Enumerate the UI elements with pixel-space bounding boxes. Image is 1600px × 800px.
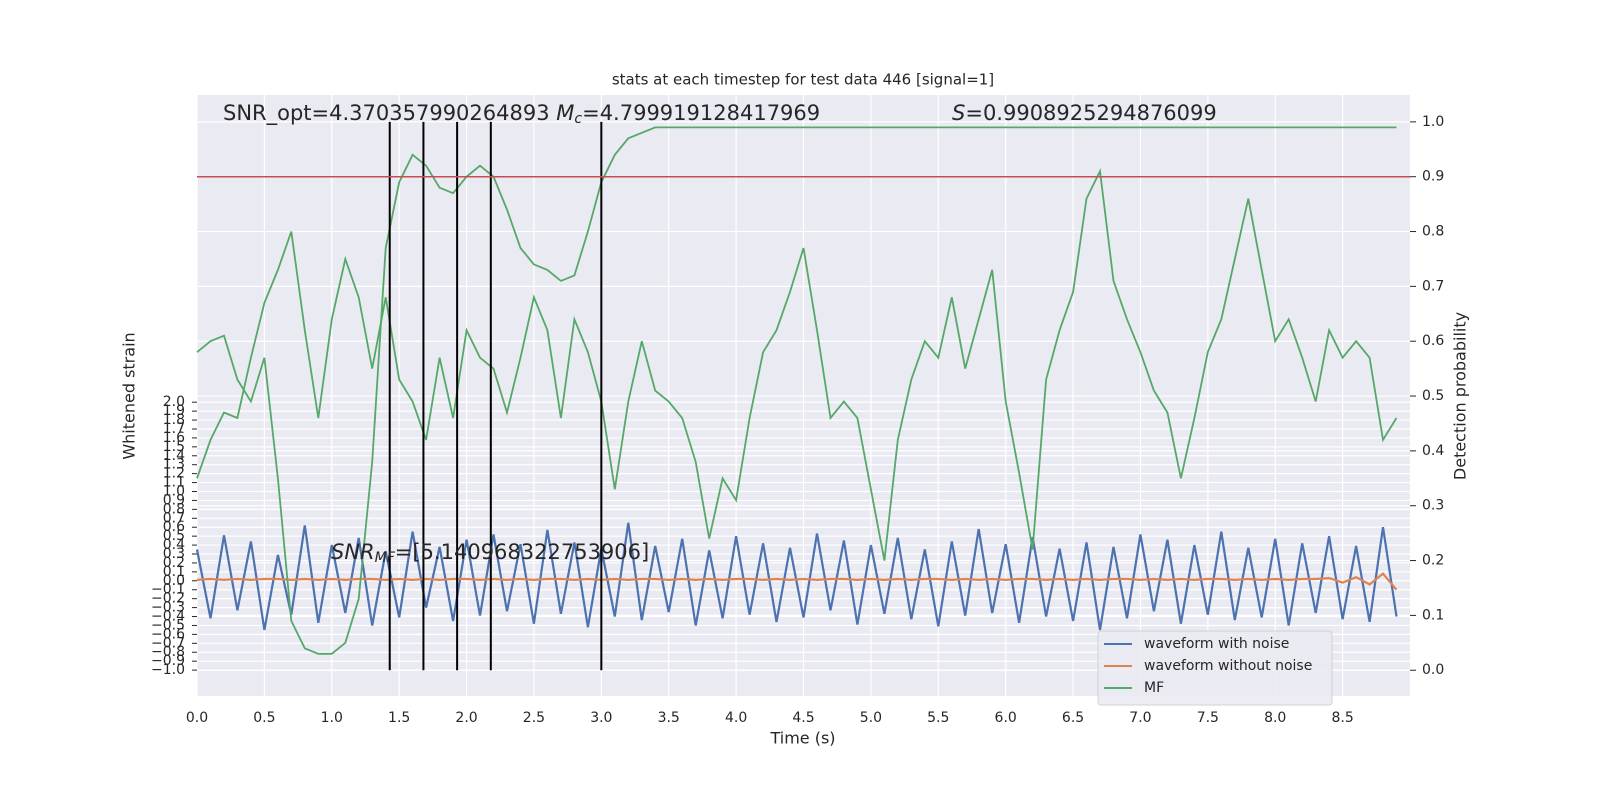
y-axis-label: Whitened strain	[120, 332, 139, 459]
x-tick-label: 6.5	[1062, 710, 1084, 726]
x-tick-label: 5.5	[927, 710, 949, 726]
y-tick-label: 1.1	[163, 475, 185, 491]
annotation-text: M	[556, 101, 574, 125]
annotation-text: =[5.140968322753906]	[395, 540, 649, 564]
x-tick-label: 3.5	[658, 710, 680, 726]
y-tick-label: 0.6	[163, 519, 185, 535]
x-tick-label: 3.0	[590, 710, 612, 726]
x-axis-label: Time (s)	[769, 729, 835, 748]
annotation-text: =4.799919128417969	[582, 101, 820, 125]
legend-box	[1097, 630, 1333, 706]
y-tick-label: 1.6	[163, 430, 185, 446]
y-tick-label: −0.8	[151, 644, 185, 660]
annotation: SNRMF=[5.140968322753906]	[331, 540, 649, 566]
annotation: SNR_opt=4.370357990264893 Mc=4.799919128…	[223, 101, 820, 127]
y-tick-label: 1.0	[163, 483, 185, 499]
y2-tick-label: 0.8	[1422, 224, 1444, 240]
y-tick-label: 0.8	[163, 501, 185, 517]
y-tick-label: −1.0	[151, 662, 185, 678]
y2-axis-label: Detection probability	[1451, 312, 1470, 480]
y-tick-label: −0.1	[151, 582, 185, 598]
x-tick-label: 4.5	[792, 710, 814, 726]
x-tick-label: 8.5	[1331, 710, 1353, 726]
x-tick-label: 4.0	[725, 710, 747, 726]
x-tick-label: 2.0	[455, 710, 477, 726]
y-tick-label: 0.0	[163, 573, 185, 589]
x-tick-label: 6.0	[995, 710, 1017, 726]
x-tick-label: 8.0	[1264, 710, 1286, 726]
annotation-text: SNR	[331, 540, 375, 564]
x-tick-label: 1.0	[321, 710, 343, 726]
y2-tick-label: 0.9	[1422, 169, 1444, 185]
annotation-text: S	[952, 101, 965, 125]
y-tick-label: 1.4	[163, 448, 185, 464]
series-line	[196, 168, 1398, 561]
x-tick-label: 0.0	[186, 710, 208, 726]
y-tick-label: −0.5	[151, 617, 185, 633]
y-tick-label: 0.1	[163, 564, 185, 580]
x-tick-label: 7.0	[1129, 710, 1151, 726]
x-tick-label: 5.0	[860, 710, 882, 726]
x-tick-label: 1.5	[388, 710, 410, 726]
y2-tick-label: 0.5	[1422, 388, 1444, 404]
legend: waveform with noise waveform without nois…	[1097, 630, 1333, 706]
y2-tick-label: 0.3	[1422, 498, 1444, 514]
grid: 0.0 0.5 1.0 1.5 2.0 2.5 3.0 3.5 4.0 4.5 5.0 5.5 6.0 6…	[151, 95, 1444, 726]
y-tick-label: −0.6	[151, 626, 185, 642]
annotation-text: c	[574, 111, 582, 127]
y2-tick-label: 0.2	[1422, 553, 1444, 569]
annotation-text: SNR_opt=4.370357990264893	[223, 101, 556, 126]
series-line	[195, 522, 1398, 631]
y-tick-label: 1.5	[163, 439, 185, 455]
y-tick-label: 0.4	[163, 537, 185, 553]
y-tick-label: −0.3	[151, 600, 185, 616]
y-tick-label: 0.3	[163, 546, 185, 562]
legend-label: waveform with noise	[1144, 636, 1289, 652]
y-tick-label: −0.9	[151, 653, 185, 669]
y2-tick-label: 0.4	[1422, 443, 1444, 459]
y2-tick-label: 0.1	[1422, 607, 1444, 623]
x-tick-label: 7.5	[1197, 710, 1219, 726]
y-tick-label: 0.2	[163, 555, 185, 571]
y-tick-label: 2.0	[163, 394, 185, 410]
y-tick-label: −0.4	[151, 609, 185, 625]
y-tick-label: −0.7	[151, 635, 185, 651]
legend-label: waveform without noise	[1144, 658, 1312, 674]
overlay	[197, 121, 1410, 671]
y-tick-label: 1.9	[163, 403, 185, 419]
y2-tick-label: 0.6	[1422, 333, 1444, 349]
y-tick-label: 0.7	[163, 510, 185, 526]
x-tick-label: 0.5	[253, 710, 275, 726]
y-tick-label: 1.2	[163, 466, 185, 482]
annotation: S=0.9908925294876099	[952, 101, 1217, 125]
chart-title: stats at each timestep for test data 446…	[612, 71, 994, 89]
y-tick-label: 1.7	[163, 421, 185, 437]
series-line	[196, 572, 1398, 591]
y-tick-label: 0.9	[163, 492, 185, 508]
y2-tick-label: 0.0	[1422, 662, 1444, 678]
annotation-text: MF	[375, 550, 396, 566]
y2-tick-label: 0.7	[1422, 278, 1444, 294]
legend-label: MF	[1144, 680, 1164, 696]
marks	[195, 126, 1398, 655]
y-tick-label: 0.5	[163, 528, 185, 544]
annotation-text: =0.9908925294876099	[965, 101, 1216, 125]
series-line	[196, 126, 1397, 655]
y-tick-label: 1.3	[163, 457, 185, 473]
y-tick-label: 1.8	[163, 412, 185, 428]
y-tick-label: −0.2	[151, 591, 185, 607]
y2-tick-label: 1.0	[1422, 114, 1444, 130]
x-tick-label: 2.5	[523, 710, 545, 726]
